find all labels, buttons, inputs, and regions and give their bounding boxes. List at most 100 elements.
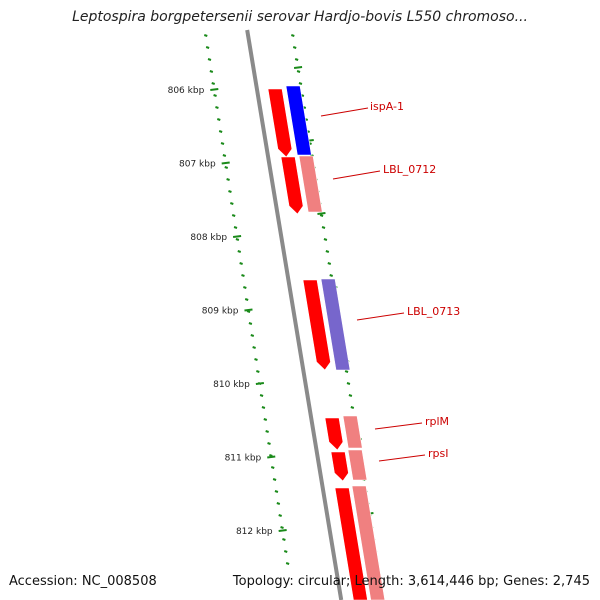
track-dot (298, 82, 303, 85)
track-dot (346, 382, 351, 385)
scale-dot (209, 70, 214, 73)
scale-dot (283, 550, 288, 553)
scale-dot (235, 238, 240, 241)
scale-dot (278, 514, 282, 517)
track-dot (321, 226, 326, 229)
gene-leader-line (320, 107, 369, 117)
gene-feature (347, 449, 368, 481)
track-tick (317, 212, 326, 215)
scale-dot (213, 94, 217, 97)
gene-leader-line (374, 422, 423, 430)
scale-dot (233, 226, 238, 229)
scale-dot (282, 538, 286, 541)
track-dot (329, 274, 334, 277)
scale-dot (256, 370, 260, 373)
scale-tick (278, 529, 287, 532)
scale-dot (269, 454, 273, 457)
scale-dot (222, 154, 227, 157)
scale-dot (265, 430, 269, 433)
accession-text: Accession: NC_008508 (9, 574, 157, 589)
track-dot (294, 58, 299, 61)
gene-label: rplM (425, 415, 449, 428)
track-tick (293, 66, 303, 69)
scale-dot (229, 202, 234, 205)
scale-label: 812 kbp (236, 527, 273, 537)
gene-leader-line (378, 454, 426, 462)
scale-tick (210, 88, 219, 91)
gene-feature (320, 278, 351, 371)
scale-label: 806 kbp (168, 86, 205, 96)
gene-leader-line (356, 312, 405, 321)
scale-tick (221, 161, 230, 165)
gene-feature (334, 487, 368, 600)
track-dot (325, 250, 330, 253)
gene-leader-line (332, 170, 381, 180)
scale-label: 809 kbp (202, 307, 239, 317)
scale-label: 811 kbp (225, 454, 262, 464)
gene-label: LBL_0712 (383, 163, 436, 176)
scale-label: 808 kbp (190, 233, 227, 243)
scale-dot (263, 418, 268, 421)
scale-dot (252, 346, 256, 349)
scale-dot (207, 58, 212, 61)
scale-dot (203, 34, 208, 37)
gene-label: LBL_0713 (407, 305, 460, 318)
chromosome-backbone (245, 29, 344, 600)
scale-dot (205, 46, 210, 49)
scale-dot (250, 334, 255, 337)
gene-feature (324, 417, 344, 451)
gene-feature (302, 279, 331, 371)
scale-dot (243, 286, 247, 289)
scale-tick (267, 455, 276, 459)
gene-label: ispA-1 (370, 100, 404, 113)
scale-dot (267, 442, 271, 445)
scale-dot (280, 526, 284, 529)
scale-dot (215, 106, 219, 109)
scale-dot (218, 130, 223, 133)
topology-text: Topology: circular; Length: 3,614,446 bp… (232, 574, 590, 589)
gene-feature (280, 156, 304, 215)
scale-label: 810 kbp (213, 380, 250, 390)
scale-dot (239, 262, 243, 265)
scale-dot (254, 358, 258, 361)
scale-dot (228, 190, 232, 193)
track-dot (292, 46, 297, 49)
track-dot (344, 370, 349, 373)
scale-dot (259, 394, 264, 397)
gene-feature (342, 415, 363, 449)
scale-dot (270, 466, 275, 469)
scale-dot (226, 178, 230, 181)
gene-feature (330, 451, 349, 482)
track-dot (348, 394, 353, 397)
gene-feature (351, 485, 386, 600)
scale-dot (237, 250, 242, 253)
gene-label: rpsI (428, 447, 448, 460)
scale-dot (231, 214, 236, 217)
scale-dot (216, 118, 221, 121)
scale-dot (272, 478, 277, 481)
scale-dot (285, 562, 290, 565)
gene-feature (285, 85, 312, 156)
scale-dot (248, 322, 253, 325)
scale-dot (241, 274, 245, 277)
scale-dot (246, 310, 251, 313)
scale-tick (244, 308, 253, 312)
scale-tick (232, 235, 242, 238)
track-dot (319, 214, 324, 217)
track-dot (350, 406, 355, 409)
track-dot (290, 34, 295, 37)
scale-dot (274, 490, 279, 493)
track-dot (296, 70, 301, 73)
scale-tick (255, 382, 264, 385)
map-title: Leptospira borgpetersenii serovar Hardjo… (72, 9, 528, 25)
scale-dot (244, 298, 249, 301)
scale-dot (220, 142, 225, 145)
scale-dot (276, 502, 281, 505)
track-dot (323, 238, 328, 241)
gene-feature (298, 155, 323, 213)
scale-dot (211, 82, 216, 85)
gene-feature (267, 88, 293, 158)
scale-dot (261, 406, 266, 409)
scale-label: 807 kbp (179, 160, 216, 170)
